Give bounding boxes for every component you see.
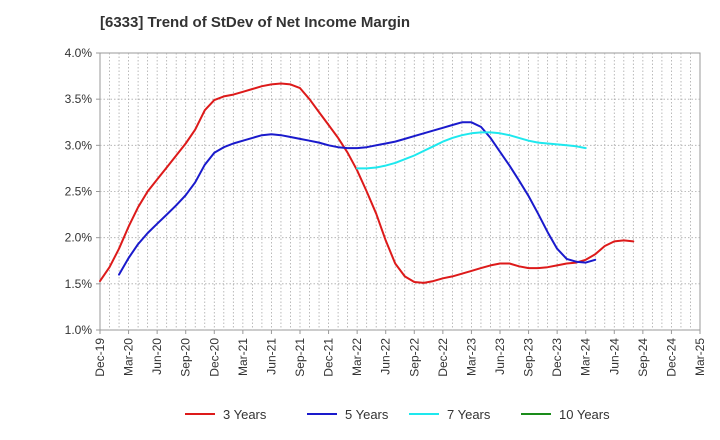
x-tick-label: Sep-20 (179, 338, 193, 377)
x-tick-label: Dec-24 (664, 338, 678, 377)
series-line-5-years (118, 121, 597, 276)
y-tick-label: 2.0% (65, 231, 93, 245)
x-tick-label: Sep-23 (522, 338, 536, 377)
x-tick-label: Jun-20 (150, 338, 164, 375)
legend-label: 7 Years (447, 407, 491, 422)
x-tick-label: Mar-20 (122, 338, 136, 376)
grid-layer (99, 52, 701, 331)
x-tick-label: Mar-25 (693, 338, 707, 376)
y-tick-label: 3.0% (65, 138, 93, 152)
y-tick-label: 1.5% (65, 277, 93, 291)
axis-layer: 1.0% 1.5% 2.0% 2.5% 3.0% 3.5% 4.0% Dec-19 Mar-20… (65, 46, 707, 377)
x-tick-label: Sep-22 (407, 338, 421, 377)
y-tick-label: 2.5% (65, 185, 93, 199)
legend-label: 10 Years (559, 407, 610, 422)
x-tick-label: Dec-20 (207, 338, 221, 377)
x-tick-label: Sep-21 (293, 338, 307, 377)
x-tick-label: Sep-24 (636, 338, 650, 377)
plot-area (99, 52, 701, 331)
legend-label: 3 Years (223, 407, 267, 422)
chart-title: [6333] Trend of StDev of Net Income Marg… (100, 14, 411, 31)
x-tick-label: Jun-24 (607, 338, 621, 375)
x-tick-label: Mar-23 (464, 338, 478, 376)
series-layer (99, 82, 635, 284)
legend-label: 5 Years (345, 407, 389, 422)
series-line-7-years (356, 131, 587, 170)
x-tick-label: Jun-22 (379, 338, 393, 375)
x-tick-label: Mar-22 (350, 338, 364, 376)
y-tick-label: 4.0% (65, 46, 93, 60)
legend: 3 Years 5 Years 7 Years 10 Years (185, 407, 610, 422)
y-tick-label: 1.0% (65, 323, 93, 337)
y-tick-label: 3.5% (65, 92, 93, 106)
x-tick-label: Dec-23 (550, 338, 564, 377)
x-tick-label: Dec-22 (436, 338, 450, 377)
x-tick-label: Jun-21 (264, 338, 278, 375)
x-tick-label: Mar-24 (579, 338, 593, 376)
series-line-3-years (99, 82, 635, 284)
x-tick-label: Dec-19 (93, 338, 107, 377)
x-tick-label: Jun-23 (493, 338, 507, 375)
x-tick-label: Dec-21 (322, 338, 336, 377)
x-tick-label: Mar-21 (236, 338, 250, 376)
